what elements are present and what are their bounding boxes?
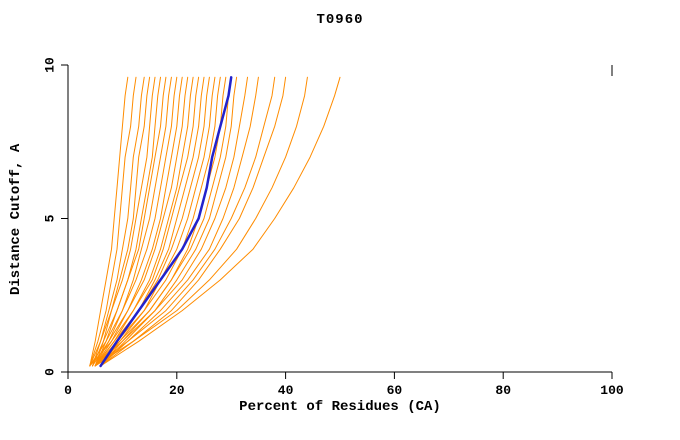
model-curve-06: [94, 76, 161, 367]
chart-title: T0960: [316, 12, 364, 28]
model-curve-11: [92, 76, 189, 367]
model-curve-03: [92, 76, 145, 367]
model-curve-16: [100, 76, 216, 367]
model-curve-04: [94, 76, 151, 367]
model-curve-09: [89, 76, 178, 367]
y-tick-label: 0: [43, 368, 58, 376]
model-curve-05: [89, 76, 156, 367]
model-curve-22: [100, 76, 259, 367]
x-axis-label: Percent of Residues (CA): [239, 399, 441, 415]
model-curve-19: [94, 76, 232, 367]
consensus-curve: [99, 76, 233, 368]
x-tick-label: 80: [495, 383, 511, 398]
model-curve-20: [100, 76, 238, 367]
model-curve-25: [94, 76, 308, 367]
model-curve-26: [100, 76, 341, 367]
model-curve-07: [92, 76, 167, 367]
model-curve-02: [89, 76, 137, 367]
model-curve-10: [94, 76, 183, 367]
x-tick-label: 0: [64, 383, 72, 398]
model-curve-13: [89, 76, 200, 367]
model-curve-01: [89, 76, 129, 367]
x-tick-label: 100: [600, 383, 624, 398]
model-curve-21: [94, 76, 248, 367]
x-tick-label: 20: [169, 383, 185, 398]
y-tick-label: 5: [43, 214, 58, 222]
model-curve-08: [94, 76, 172, 367]
model-curve-24: [100, 76, 287, 367]
model-curve-17: [94, 76, 221, 367]
model-curve-12: [94, 76, 194, 367]
model-curve-23: [94, 76, 276, 367]
y-tick-label: 10: [43, 57, 58, 73]
x-tick-label: 60: [387, 383, 403, 398]
x-tick-label: 40: [278, 383, 294, 398]
